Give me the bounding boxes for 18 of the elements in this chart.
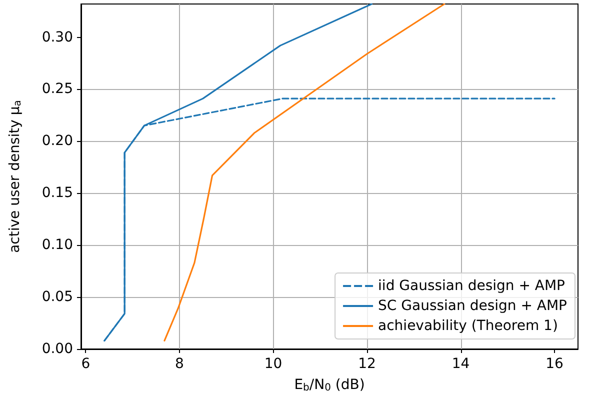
legend-label: iid Gaussian design + AMP xyxy=(378,278,566,294)
x-tick-label: 10 xyxy=(264,356,282,372)
y-tick-label: 0.00 xyxy=(42,341,73,357)
legend-label: achievability (Theorem 1) xyxy=(378,318,558,334)
y-tick-label: 0.15 xyxy=(42,185,73,202)
y-tick-label: 0.30 xyxy=(42,29,73,46)
x-tick-label: 14 xyxy=(452,356,470,372)
x-tick-label: 6 xyxy=(81,356,90,372)
y-tick-label: 0.10 xyxy=(42,237,73,254)
x-tick-label: 12 xyxy=(358,356,376,372)
x-tick-label: 8 xyxy=(175,356,184,372)
x-tick-label: 16 xyxy=(546,356,564,372)
y-tick-label: 0.05 xyxy=(42,289,73,306)
y-tick-label: 0.25 xyxy=(42,81,73,98)
legend-label: SC Gaussian design + AMP xyxy=(378,298,568,314)
y-axis-title: active user density μa xyxy=(7,100,24,253)
y-tick-label: 0.20 xyxy=(42,133,73,150)
x-axis-title: Eb/N0 (dB) xyxy=(294,377,365,394)
